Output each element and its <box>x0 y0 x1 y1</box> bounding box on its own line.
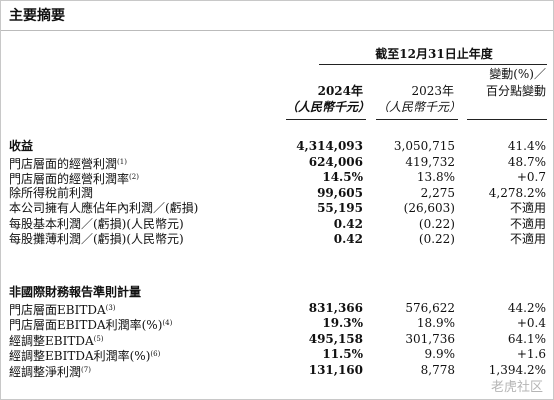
row-label: 經調整EBITDA利潤率(%)(6) <box>9 347 160 363</box>
footnote-ref: (3) <box>105 303 116 312</box>
footnote-ref: (5) <box>93 334 104 343</box>
title: 主要摘要 <box>9 8 65 24</box>
cell: 131,160 <box>308 362 363 377</box>
label-text: 本公司擁有人應佔年內利潤／(虧損) <box>9 201 199 215</box>
label-text: 門店層面的經營利潤 <box>9 156 118 171</box>
label-text: 經調整EBITDA <box>9 333 94 348</box>
cell: 4,314,093 <box>296 139 363 153</box>
footnote-ref: (6) <box>150 350 161 358</box>
cell: 576,622 <box>405 300 455 315</box>
row-label: 除所得稅前利潤 <box>9 186 93 200</box>
label-text: 門店層面的經營利潤率 <box>9 172 130 186</box>
cell: 419,732 <box>405 154 455 169</box>
cell: +0.4 <box>516 316 546 330</box>
label-text: 經調整EBITDA利潤率(%) <box>9 349 151 363</box>
cell: (26,603) <box>403 201 455 215</box>
cell: +1.6 <box>516 347 546 361</box>
cell: 2,275 <box>420 185 455 200</box>
cell: 13.8% <box>416 170 455 184</box>
footnote-ref: (1) <box>117 157 127 166</box>
cell: 55,195 <box>317 201 363 215</box>
cell: 0.42 <box>333 216 363 231</box>
label-text: 每股攤薄利潤／(虧損)(人民幣元) <box>9 232 184 246</box>
cell: 624,006 <box>308 154 363 169</box>
unit-header: （人民幣千元） <box>285 100 370 114</box>
cell: 4,278.2% <box>488 185 546 200</box>
footnote-ref: (7) <box>81 365 91 374</box>
cell: (0.22) <box>418 232 455 246</box>
cell: 301,736 <box>405 331 455 346</box>
row-label: 經調整淨利潤(7) <box>9 363 91 379</box>
cell: 831,366 <box>308 300 363 315</box>
cell: 8,778 <box>420 362 455 377</box>
header-rule <box>376 119 458 120</box>
change-header: 變動(%)／ <box>489 67 546 81</box>
cell: 1,394.2% <box>488 362 546 377</box>
cell: 不適用 <box>509 201 546 215</box>
label-text: 每股基本利潤／(虧損)(人民幣元) <box>9 216 184 231</box>
row-label: 門店層面EBITDA(3) <box>9 301 116 317</box>
row-label: 門店層面EBITDA利潤率(%)(4) <box>9 316 172 332</box>
cell: 不適用 <box>509 216 546 231</box>
row-label: 本公司擁有人應佔年內利潤／(虧損) <box>9 201 198 215</box>
label-text: 門店層面EBITDA <box>9 302 106 317</box>
cell: 19.3% <box>322 316 363 330</box>
row-label: 經調整EBITDA(5) <box>9 332 104 348</box>
cell: (0.22) <box>418 216 455 231</box>
cell: 99,605 <box>317 185 363 200</box>
title-rule <box>1 30 553 31</box>
period: 截至12月31日止年度 <box>375 47 493 61</box>
year-header: 2024年 <box>317 84 363 98</box>
header-rule <box>286 119 366 120</box>
cell: 14.5% <box>322 170 363 184</box>
footnote-ref: (4) <box>162 319 173 327</box>
label-text: 門店層面EBITDA利潤率(%) <box>9 318 163 332</box>
label-text: 收益 <box>9 139 34 153</box>
cell: 48.7% <box>507 154 546 169</box>
cell: 41.4% <box>507 139 546 153</box>
row-label: 門店層面的經營利潤(1) <box>9 155 127 171</box>
cell: 9.9% <box>424 347 456 361</box>
label-text: 經調整淨利潤 <box>9 364 82 379</box>
cell: 3,050,715 <box>393 139 455 153</box>
year-header: 2023年 <box>411 84 454 98</box>
cell: 不適用 <box>509 232 546 246</box>
label-text: 除所得稅前利潤 <box>9 185 94 200</box>
row-label: 門店層面的經營利潤率(2) <box>9 170 139 186</box>
header-rule <box>467 119 547 120</box>
watermark: 老虎社区 <box>490 380 543 395</box>
cell: 44.2% <box>507 300 546 315</box>
cell: 0.42 <box>333 232 363 246</box>
cell: 18.9% <box>416 316 455 330</box>
change-header: 百分點變動 <box>485 84 546 98</box>
unit-header: （人民幣千元） <box>376 100 461 114</box>
footnote-ref: (2) <box>129 173 139 181</box>
period-rule <box>319 64 547 65</box>
row-label: 收益 <box>9 139 33 153</box>
cell: 495,158 <box>308 331 363 346</box>
cell: +0.7 <box>516 170 546 184</box>
row-label: 每股攤薄利潤／(虧損)(人民幣元) <box>9 232 184 246</box>
cell: 64.1% <box>507 331 546 346</box>
row-label: 每股基本利潤／(虧損)(人民幣元) <box>9 217 184 231</box>
cell: 11.5% <box>322 347 363 361</box>
section-title: 非國際財務報告準則計量 <box>9 285 142 299</box>
